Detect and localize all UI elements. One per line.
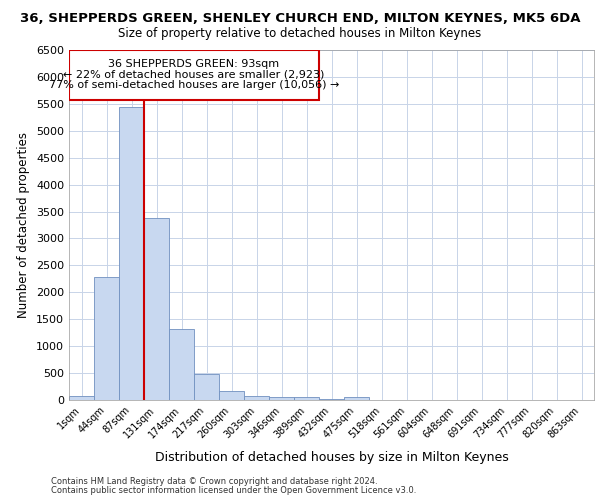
Text: 77% of semi-detached houses are larger (10,056) →: 77% of semi-detached houses are larger (…	[49, 80, 339, 90]
Bar	[119, 106, 144, 400]
Bar	[219, 391, 244, 400]
FancyBboxPatch shape	[69, 50, 319, 100]
X-axis label: Distribution of detached houses by size in Milton Keynes: Distribution of detached houses by size …	[155, 451, 508, 464]
Text: Size of property relative to detached houses in Milton Keynes: Size of property relative to detached ho…	[118, 28, 482, 40]
Bar	[69, 396, 94, 400]
Bar	[244, 396, 269, 400]
Bar	[294, 397, 319, 400]
Bar	[344, 397, 369, 400]
Bar	[94, 277, 119, 400]
Bar	[169, 330, 194, 400]
Bar	[269, 397, 294, 400]
Text: 36, SHEPPERDS GREEN, SHENLEY CHURCH END, MILTON KEYNES, MK5 6DA: 36, SHEPPERDS GREEN, SHENLEY CHURCH END,…	[20, 12, 580, 26]
Y-axis label: Number of detached properties: Number of detached properties	[17, 132, 31, 318]
Bar	[194, 374, 219, 400]
Text: ← 22% of detached houses are smaller (2,923): ← 22% of detached houses are smaller (2,…	[64, 70, 325, 80]
Text: 36 SHEPPERDS GREEN: 93sqm: 36 SHEPPERDS GREEN: 93sqm	[109, 60, 280, 70]
Text: Contains public sector information licensed under the Open Government Licence v3: Contains public sector information licen…	[51, 486, 416, 495]
Bar	[144, 218, 169, 400]
Text: Contains HM Land Registry data © Crown copyright and database right 2024.: Contains HM Land Registry data © Crown c…	[51, 477, 377, 486]
